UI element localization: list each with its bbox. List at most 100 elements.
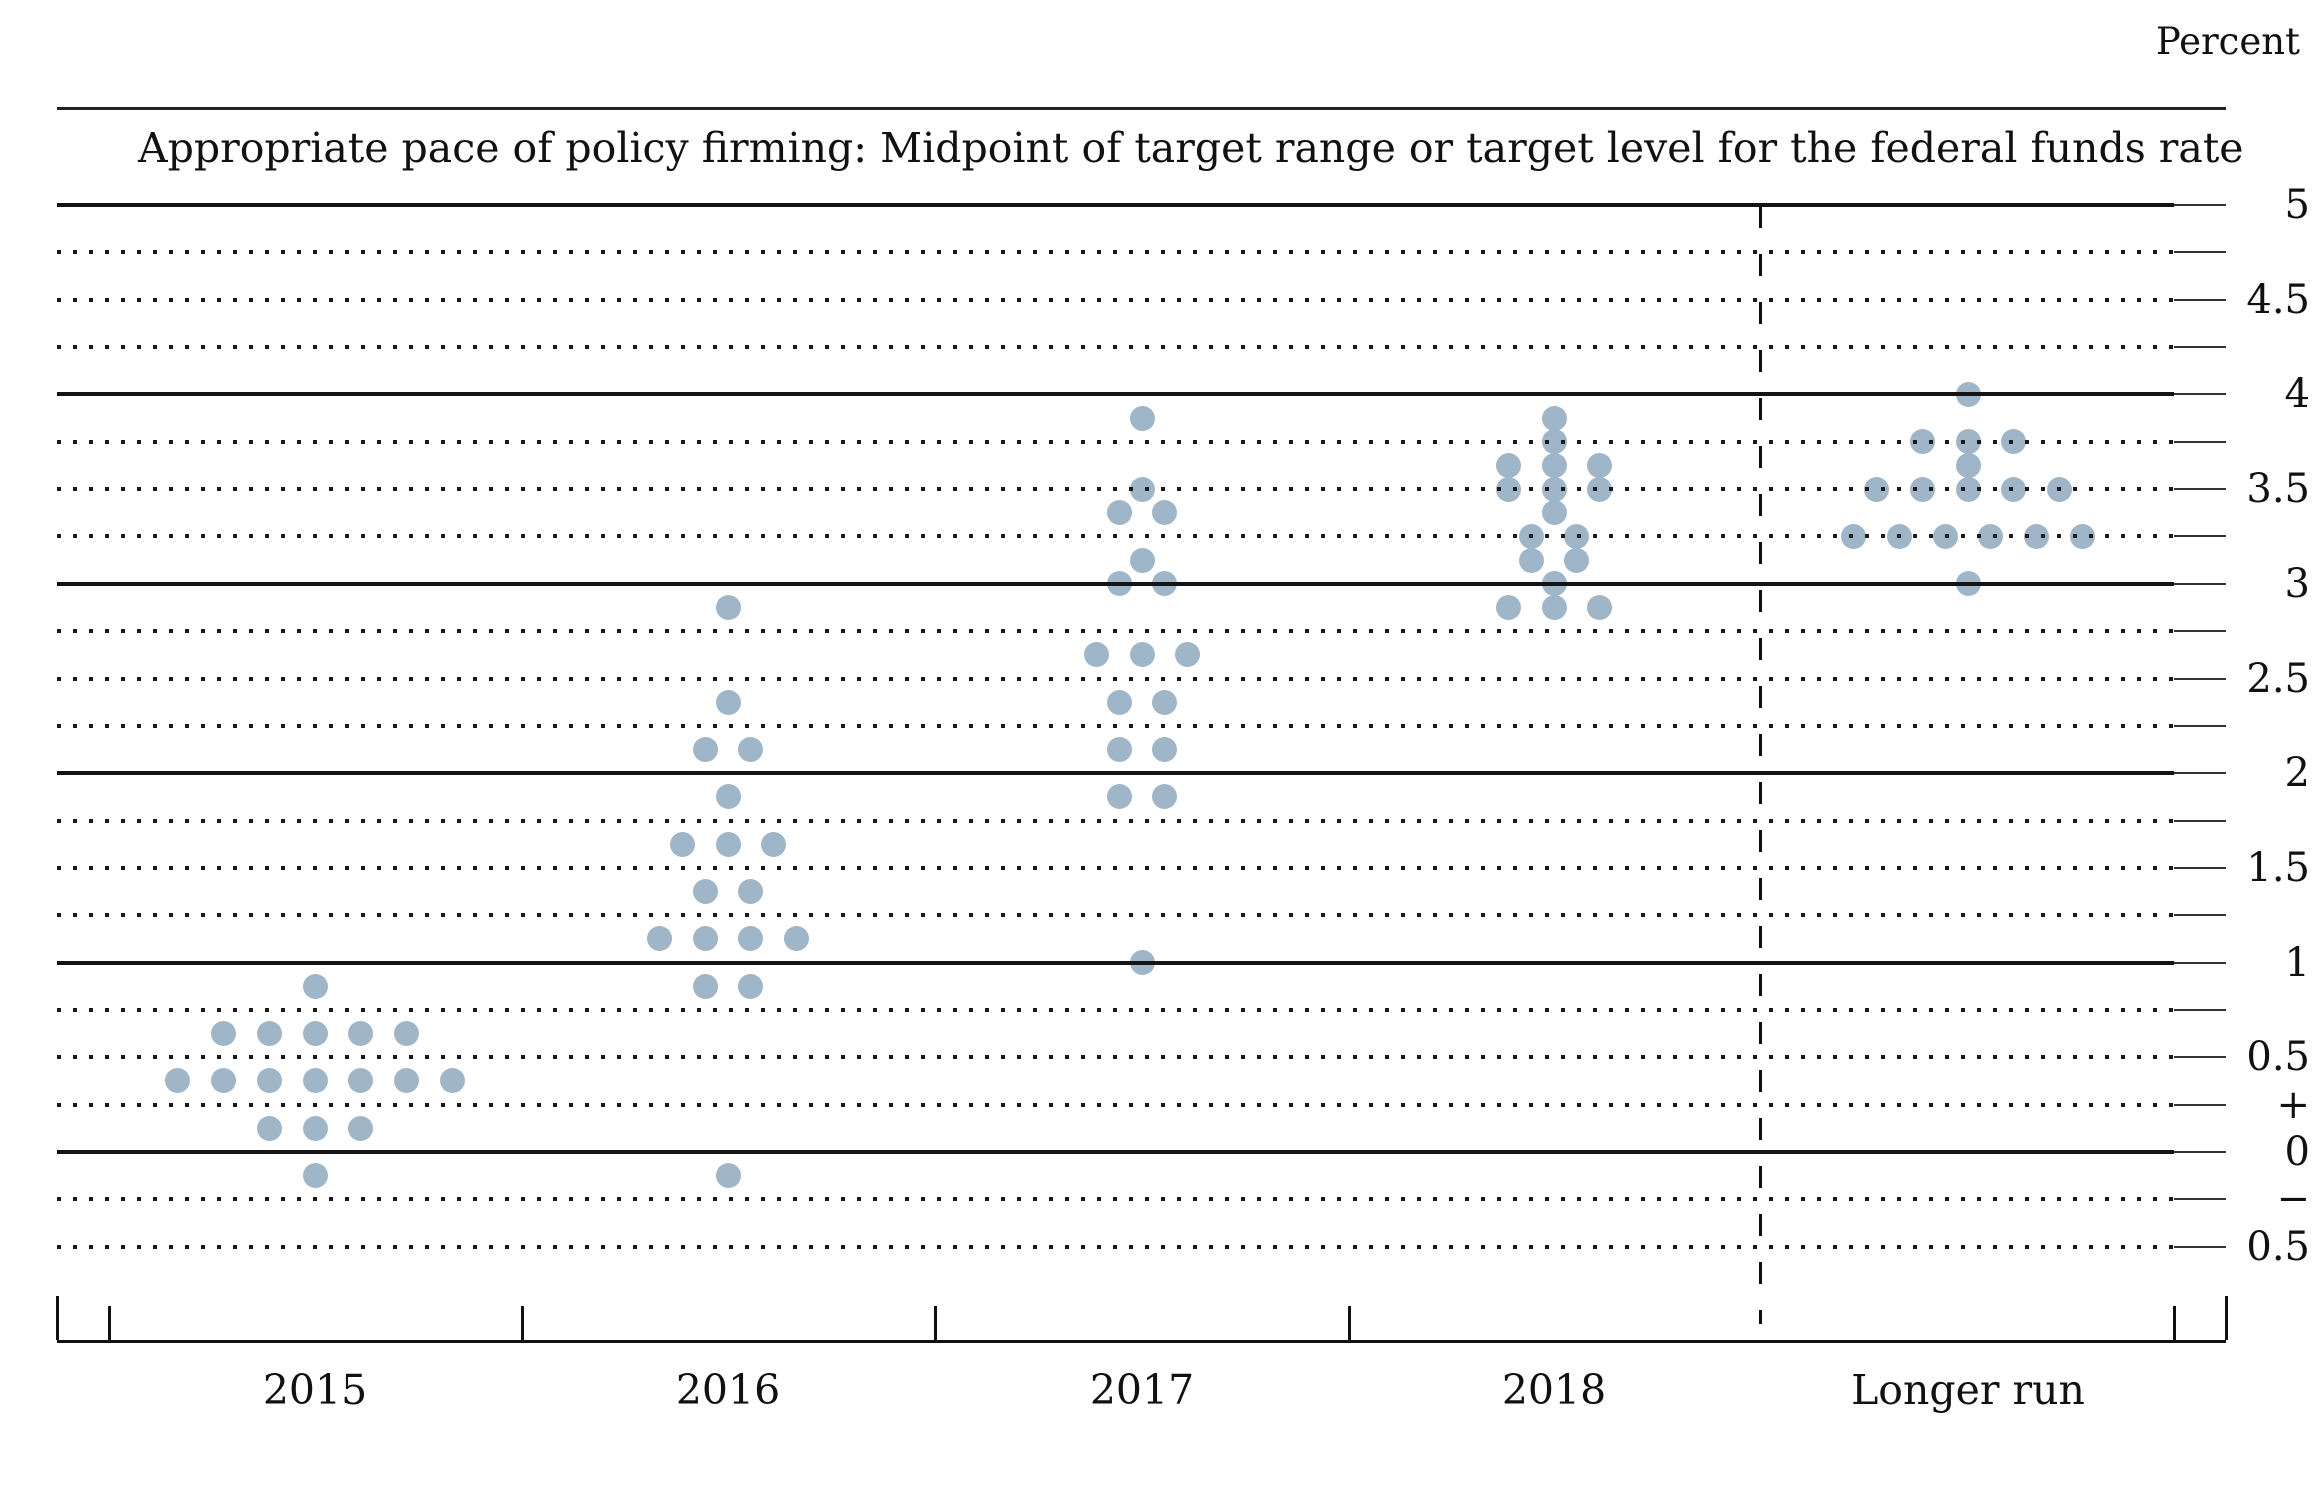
y-axis-tick <box>2174 724 2226 727</box>
x-axis-label: 2016 <box>675 1366 781 1414</box>
gridline-solid <box>57 203 2174 207</box>
fomc-dot <box>302 1068 328 1094</box>
y-axis-tick <box>2174 251 2226 254</box>
fomc-dot <box>1541 594 1567 620</box>
y-axis-label: + <box>2276 1081 2310 1128</box>
fomc-dot <box>738 926 764 952</box>
y-axis-label: 1.5 <box>2246 844 2310 891</box>
top-rule <box>57 107 2226 110</box>
gridline-dotted <box>57 676 2174 681</box>
fomc-dot <box>1564 547 1590 573</box>
y-axis-label: 5 <box>2284 182 2310 228</box>
y-axis-tick <box>2174 535 2226 538</box>
fomc-dot <box>692 926 718 952</box>
fomc-dot <box>1541 405 1567 431</box>
x-axis-tick <box>108 1306 111 1340</box>
fomc-dot <box>1106 784 1132 810</box>
x-axis-tick <box>56 1296 59 1340</box>
y-axis-tick <box>2174 914 2226 917</box>
fomc-dot <box>715 689 741 715</box>
fomc-dot <box>302 973 328 999</box>
fomc-dot <box>1129 642 1155 668</box>
y-axis-label: 3 <box>2284 560 2310 607</box>
fomc-dot <box>715 594 741 620</box>
gridline-dotted <box>57 534 2174 539</box>
y-axis-label: 0.5 <box>2246 1223 2310 1270</box>
y-axis-tick <box>2174 1056 2226 1059</box>
fomc-dot <box>646 926 672 952</box>
gridline-dotted <box>57 439 2174 444</box>
fomc-dot <box>1129 405 1155 431</box>
y-axis-label: 2 <box>2284 750 2310 797</box>
gridline-solid <box>57 1150 2174 1154</box>
fomc-dot <box>1152 500 1178 526</box>
gridline-dotted <box>57 629 2174 634</box>
x-axis-label: 2015 <box>262 1366 368 1414</box>
gridline-dotted <box>57 297 2174 302</box>
y-axis-label: 0 <box>2284 1129 2310 1175</box>
fomc-dot <box>302 1021 328 1047</box>
x-axis-baseline <box>57 1340 2226 1343</box>
fomc-dot <box>393 1068 419 1094</box>
fomc-dot <box>1955 452 1981 478</box>
fomc-dot <box>738 879 764 905</box>
y-axis-tick <box>2174 346 2226 349</box>
y-axis-tick <box>2174 677 2226 680</box>
y-axis-tick <box>2174 440 2226 443</box>
gridline-dotted <box>57 345 2174 350</box>
fomc-dot <box>738 973 764 999</box>
y-axis-label: 3.5 <box>2246 466 2310 513</box>
x-axis-tick <box>2173 1306 2176 1340</box>
fomc-dot <box>1495 594 1521 620</box>
y-axis-tick <box>2174 772 2226 775</box>
fomc-dot <box>1152 689 1178 715</box>
gridline-dotted <box>57 818 2174 823</box>
fomc-dot <box>1587 452 1613 478</box>
fomc-dot <box>439 1068 465 1094</box>
fomc-dot <box>738 737 764 763</box>
y-axis-tick <box>2174 1198 2226 1201</box>
fomc-dot <box>393 1021 419 1047</box>
gridline-dotted <box>57 1102 2174 1107</box>
fomc-dot <box>256 1021 282 1047</box>
gridline-dotted <box>57 1055 2174 1060</box>
gridline-dotted <box>57 865 2174 870</box>
gridline-dotted <box>57 723 2174 728</box>
y-axis-tick <box>2174 488 2226 491</box>
x-axis-tick <box>521 1306 524 1340</box>
chart-title: Appropriate pace of policy firming: Midp… <box>138 124 2244 172</box>
y-axis-tick <box>2174 819 2226 822</box>
fomc-dot <box>1106 500 1132 526</box>
y-axis-tick <box>2174 204 2226 206</box>
fomc-dot <box>715 1163 741 1189</box>
fomc-dot <box>348 1115 374 1141</box>
fomc-dot <box>256 1115 282 1141</box>
gridline-solid <box>57 392 2174 397</box>
fomc-dot <box>1587 594 1613 620</box>
y-axis-tick <box>2174 582 2226 585</box>
fomc-dot <box>165 1068 191 1094</box>
fomc-dot <box>715 784 741 810</box>
gridline-solid <box>57 581 2174 586</box>
gridline-dotted <box>57 1007 2174 1012</box>
fomc-dot <box>692 737 718 763</box>
y-axis-label: 4 <box>2284 371 2310 418</box>
fomc-dot <box>692 879 718 905</box>
longer-run-dashed-separator <box>1759 206 1762 1324</box>
percent-axis-unit-label: Percent <box>2155 20 2300 63</box>
fomc-dot <box>211 1068 237 1094</box>
x-axis-label: 2018 <box>1501 1366 1607 1414</box>
x-axis-tick <box>934 1306 937 1340</box>
fomc-dot <box>692 973 718 999</box>
fomc-dot <box>761 831 787 857</box>
fomc-dot <box>211 1021 237 1047</box>
fomc-dot <box>669 831 695 857</box>
fomc-dot <box>1541 500 1567 526</box>
y-axis-tick <box>2174 1151 2226 1153</box>
fomc-dot <box>1518 547 1544 573</box>
y-axis-label: 0.5 <box>2246 1034 2310 1081</box>
fomc-dot <box>1083 642 1109 668</box>
fomc-dot <box>1129 547 1155 573</box>
fomc-dot <box>1541 452 1567 478</box>
